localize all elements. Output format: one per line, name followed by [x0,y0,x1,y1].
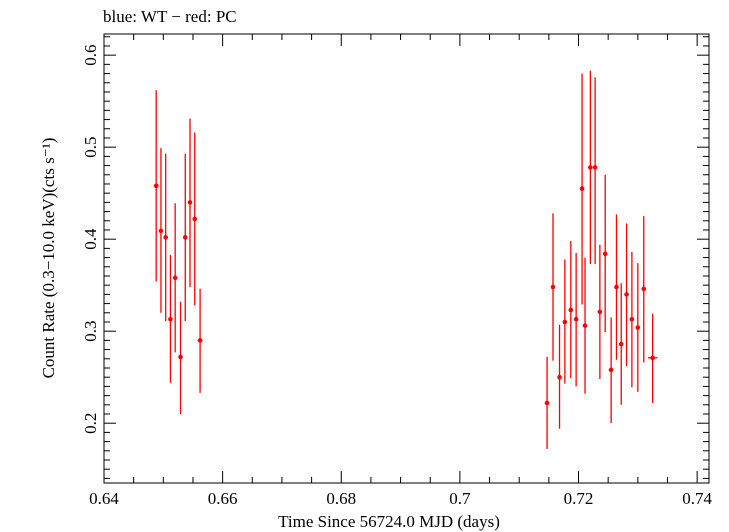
marker [172,275,178,281]
marker [618,341,624,347]
data-point [618,283,624,405]
data-point [197,288,203,393]
plot-frame [103,33,710,484]
data-point [192,132,198,306]
marker [624,292,629,297]
x-tick-label: 0.74 [682,489,712,508]
chart-title: blue: WT − red: PC [103,7,237,26]
data-point [635,263,641,392]
data-point [168,254,173,383]
marker [192,216,198,222]
marker [562,319,568,325]
x-tick-label: 0.66 [208,489,238,508]
data-point [641,216,647,363]
data-point [588,70,593,265]
data-point [602,174,608,333]
marker [544,400,550,406]
data-point [182,153,188,322]
data-point [579,73,585,305]
data-point [158,148,164,313]
y-tick-label: 0.2 [81,413,100,434]
y-tick-label: 0.4 [81,228,100,250]
marker [182,235,188,240]
marker [597,309,603,315]
marker [168,316,173,322]
y-tick-label: 0.5 [81,137,100,158]
marker [568,307,574,313]
x-axis-title: Time Since 56724.0 MJD (days) [278,512,500,531]
data-point [608,317,614,424]
data-point [544,356,550,449]
data-point [592,77,598,265]
data-point [187,118,193,288]
data-point [568,241,574,379]
data-point [647,313,658,403]
marker [608,367,614,373]
marker [557,374,562,380]
y-axis-title: Count Rate (0.3−10.0 keV)(cts s⁻¹) [39,138,58,379]
data-point [550,213,556,361]
y-tick-label: 0.6 [81,45,100,66]
data-point [153,90,159,282]
data-point [629,252,635,388]
marker [602,251,608,257]
marker [158,228,164,234]
x-tick-label: 0.7 [449,489,471,508]
marker [573,316,579,322]
data-point [597,244,603,380]
marker [592,165,598,170]
marker [629,316,635,322]
data-point [172,203,178,353]
marker [588,165,593,170]
marker [635,325,641,330]
marker [550,284,556,290]
marker [650,355,655,361]
y-axis: 0.2 0.3 0.4 0.5 0.6 [81,36,709,479]
marker [178,354,183,360]
marker [582,323,588,328]
data-point [562,259,568,384]
data-point [582,257,588,394]
marker [641,286,647,292]
data-point [614,214,619,360]
x-tick-label: 0.64 [89,489,119,508]
data-point [573,252,579,387]
marker [163,235,168,240]
data-point [557,324,562,429]
x-tick-label: 0.68 [326,489,356,508]
data-point [163,153,168,322]
data-point [178,301,183,414]
y-tick-label: 0.3 [81,321,100,342]
marker [614,284,619,290]
marker [579,186,585,191]
data-point [624,223,629,367]
marker [197,338,203,343]
data-points [153,70,658,449]
marker [153,183,159,189]
x-axis: 0.64 0.66 0.68 0.7 0.72 0.74 [89,34,713,508]
marker [187,200,193,205]
x-tick-label: 0.72 [564,489,594,508]
